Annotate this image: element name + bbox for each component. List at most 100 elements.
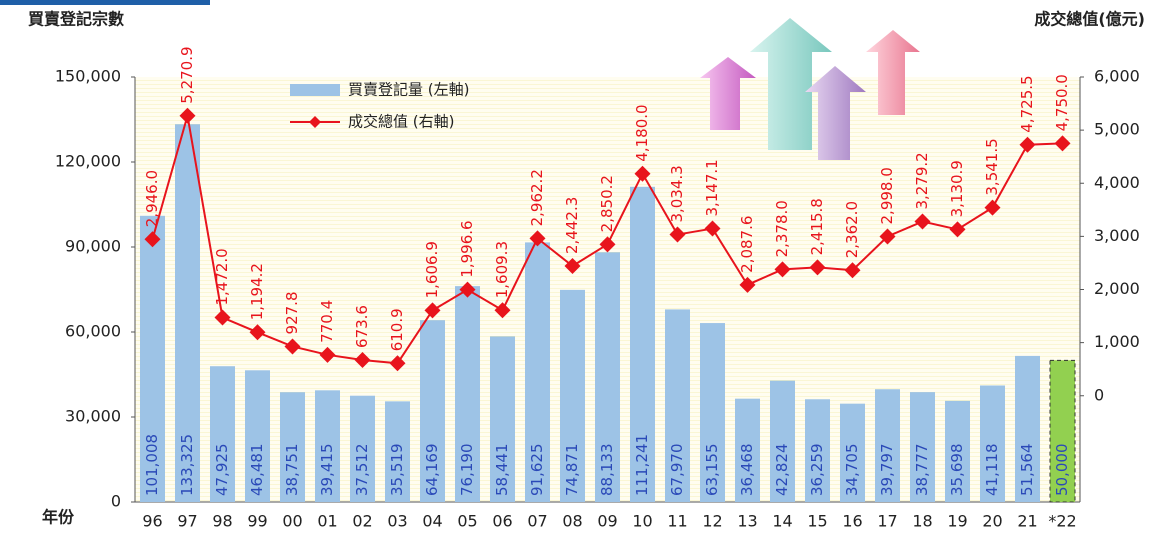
bar-value-label: 36,259 bbox=[808, 444, 826, 497]
y2-tick-label: 3,000 bbox=[1094, 226, 1140, 245]
y2-tick-label: 1,000 bbox=[1094, 332, 1140, 351]
page: {"chart_data": { "type": "combo", "y_lab… bbox=[0, 0, 1149, 537]
line-value-label: 3,147.1 bbox=[703, 159, 721, 216]
line-value-label: 610.9 bbox=[388, 308, 406, 351]
bar-value-label: 35,519 bbox=[388, 444, 406, 497]
x-tick-label: 18 bbox=[912, 512, 932, 531]
line-value-label: 2,850.2 bbox=[598, 175, 616, 232]
bar-value-label: 37,512 bbox=[353, 444, 371, 497]
bar-value-label: 50,000 bbox=[1053, 444, 1071, 497]
bar-value-label: 88,133 bbox=[598, 444, 616, 497]
y-axis-title: 買賣登記宗數 bbox=[28, 10, 124, 29]
line-value-label: 4,725.5 bbox=[1018, 75, 1036, 132]
chart: 買賣登記宗數 成交總值(億元) 年份 030,00060,00090,00012… bbox=[0, 0, 1149, 537]
line-value-label: 5,270.9 bbox=[178, 46, 196, 103]
bar-value-label: 51,564 bbox=[1018, 444, 1036, 497]
x-tick-label: 09 bbox=[597, 512, 617, 531]
bar-value-label: 39,797 bbox=[878, 444, 896, 497]
bar-value-label: 111,241 bbox=[633, 434, 651, 496]
x-tick-label: 16 bbox=[842, 512, 862, 531]
x-tick-label: 19 bbox=[947, 512, 967, 531]
x-tick-label: 96 bbox=[142, 512, 162, 531]
x-tick-label: 07 bbox=[527, 512, 547, 531]
bar-value-label: 63,155 bbox=[703, 444, 721, 497]
line-value-label: 1,194.2 bbox=[248, 263, 266, 320]
bar-value-label: 38,777 bbox=[913, 444, 931, 497]
y2-tick-label: 5,000 bbox=[1094, 120, 1140, 139]
bar-value-label: 36,468 bbox=[738, 444, 756, 497]
line-value-label: 2,378.0 bbox=[773, 200, 791, 257]
x-axis-title: 年份 bbox=[42, 508, 75, 527]
line-value-label: 2,087.6 bbox=[738, 216, 756, 273]
line-value-label: 2,962.2 bbox=[528, 169, 546, 226]
x-tick-label: 99 bbox=[247, 512, 267, 531]
line-value-label: 2,442.3 bbox=[563, 197, 581, 254]
y-tick-label: 30,000 bbox=[65, 407, 121, 426]
line-value-label: 3,279.2 bbox=[913, 152, 931, 209]
x-tick-label: 00 bbox=[282, 512, 302, 531]
x-tick-label: 12 bbox=[702, 512, 722, 531]
line-value-label: 1,996.6 bbox=[458, 220, 476, 277]
x-tick-label: 10 bbox=[632, 512, 652, 531]
bar-value-label: 101,008 bbox=[143, 434, 161, 496]
y-tick-label: 0 bbox=[111, 492, 121, 511]
y2-tick-label: 4,000 bbox=[1094, 173, 1140, 192]
bar-value-label: 58,441 bbox=[493, 444, 511, 497]
line-value-label: 1,606.9 bbox=[423, 241, 441, 298]
y2-tick-label: 6,000 bbox=[1094, 67, 1140, 86]
y-tick-label: 120,000 bbox=[55, 152, 121, 171]
bar-value-label: 34,705 bbox=[843, 444, 861, 497]
legend-label: 成交總值 (右軸) bbox=[348, 113, 454, 131]
line-value-label: 770.4 bbox=[318, 300, 336, 343]
y2-axis-title: 成交總值(億元) bbox=[1034, 10, 1145, 29]
line-value-label: 4,750.0 bbox=[1053, 74, 1071, 131]
line-value-label: 4,180.0 bbox=[633, 104, 651, 161]
line-value-label: 2,946.0 bbox=[143, 170, 161, 227]
x-tick-label: 08 bbox=[562, 512, 582, 531]
x-tick-label: 03 bbox=[387, 512, 407, 531]
x-tick-label: 97 bbox=[177, 512, 197, 531]
bar-value-label: 42,824 bbox=[773, 444, 791, 497]
line-value-label: 3,541.5 bbox=[983, 138, 1001, 195]
legend-swatch bbox=[290, 84, 340, 96]
line-value-label: 1,609.3 bbox=[493, 241, 511, 298]
line-value-label: 1,472.0 bbox=[213, 248, 231, 305]
x-tick-label: 15 bbox=[807, 512, 827, 531]
bar-value-label: 64,169 bbox=[423, 444, 441, 497]
bar-value-label: 91,625 bbox=[528, 444, 546, 497]
y2-tick-label: 0 bbox=[1094, 385, 1104, 404]
header-strip bbox=[0, 0, 210, 5]
y-tick-label: 60,000 bbox=[65, 322, 121, 341]
bar-value-label: 41,118 bbox=[983, 444, 1001, 497]
line-value-label: 3,130.9 bbox=[948, 160, 966, 217]
y-tick-label: 150,000 bbox=[55, 67, 121, 86]
x-tick-label: *22 bbox=[1048, 512, 1076, 531]
bar-value-label: 47,925 bbox=[213, 444, 231, 497]
x-tick-label: 21 bbox=[1017, 512, 1037, 531]
x-tick-label: 20 bbox=[982, 512, 1002, 531]
x-tick-label: 17 bbox=[877, 512, 897, 531]
bar-value-label: 74,871 bbox=[563, 444, 581, 497]
legend-label: 買賣登記量 (左軸) bbox=[348, 81, 469, 99]
bar-value-label: 67,970 bbox=[668, 444, 686, 497]
x-tick-label: 06 bbox=[492, 512, 512, 531]
bar-value-label: 133,325 bbox=[178, 434, 196, 496]
bar-value-label: 76,190 bbox=[458, 444, 476, 497]
x-tick-label: 14 bbox=[772, 512, 792, 531]
y2-tick-label: 2,000 bbox=[1094, 279, 1140, 298]
line-value-label: 673.6 bbox=[353, 305, 371, 348]
line-value-label: 927.8 bbox=[283, 292, 301, 335]
x-tick-label: 04 bbox=[422, 512, 442, 531]
x-tick-label: 05 bbox=[457, 512, 477, 531]
x-tick-label: 98 bbox=[212, 512, 232, 531]
bar-value-label: 35,698 bbox=[948, 444, 966, 497]
bar-value-label: 46,481 bbox=[248, 444, 266, 497]
bar-value-label: 39,415 bbox=[318, 444, 336, 497]
line-value-label: 2,998.0 bbox=[878, 167, 896, 224]
line-value-label: 2,415.8 bbox=[808, 198, 826, 255]
bar-value-label: 38,751 bbox=[283, 444, 301, 497]
x-tick-label: 01 bbox=[317, 512, 337, 531]
line-value-label: 3,034.3 bbox=[668, 165, 686, 222]
x-tick-label: 02 bbox=[352, 512, 372, 531]
line-value-label: 2,362.0 bbox=[843, 201, 861, 258]
